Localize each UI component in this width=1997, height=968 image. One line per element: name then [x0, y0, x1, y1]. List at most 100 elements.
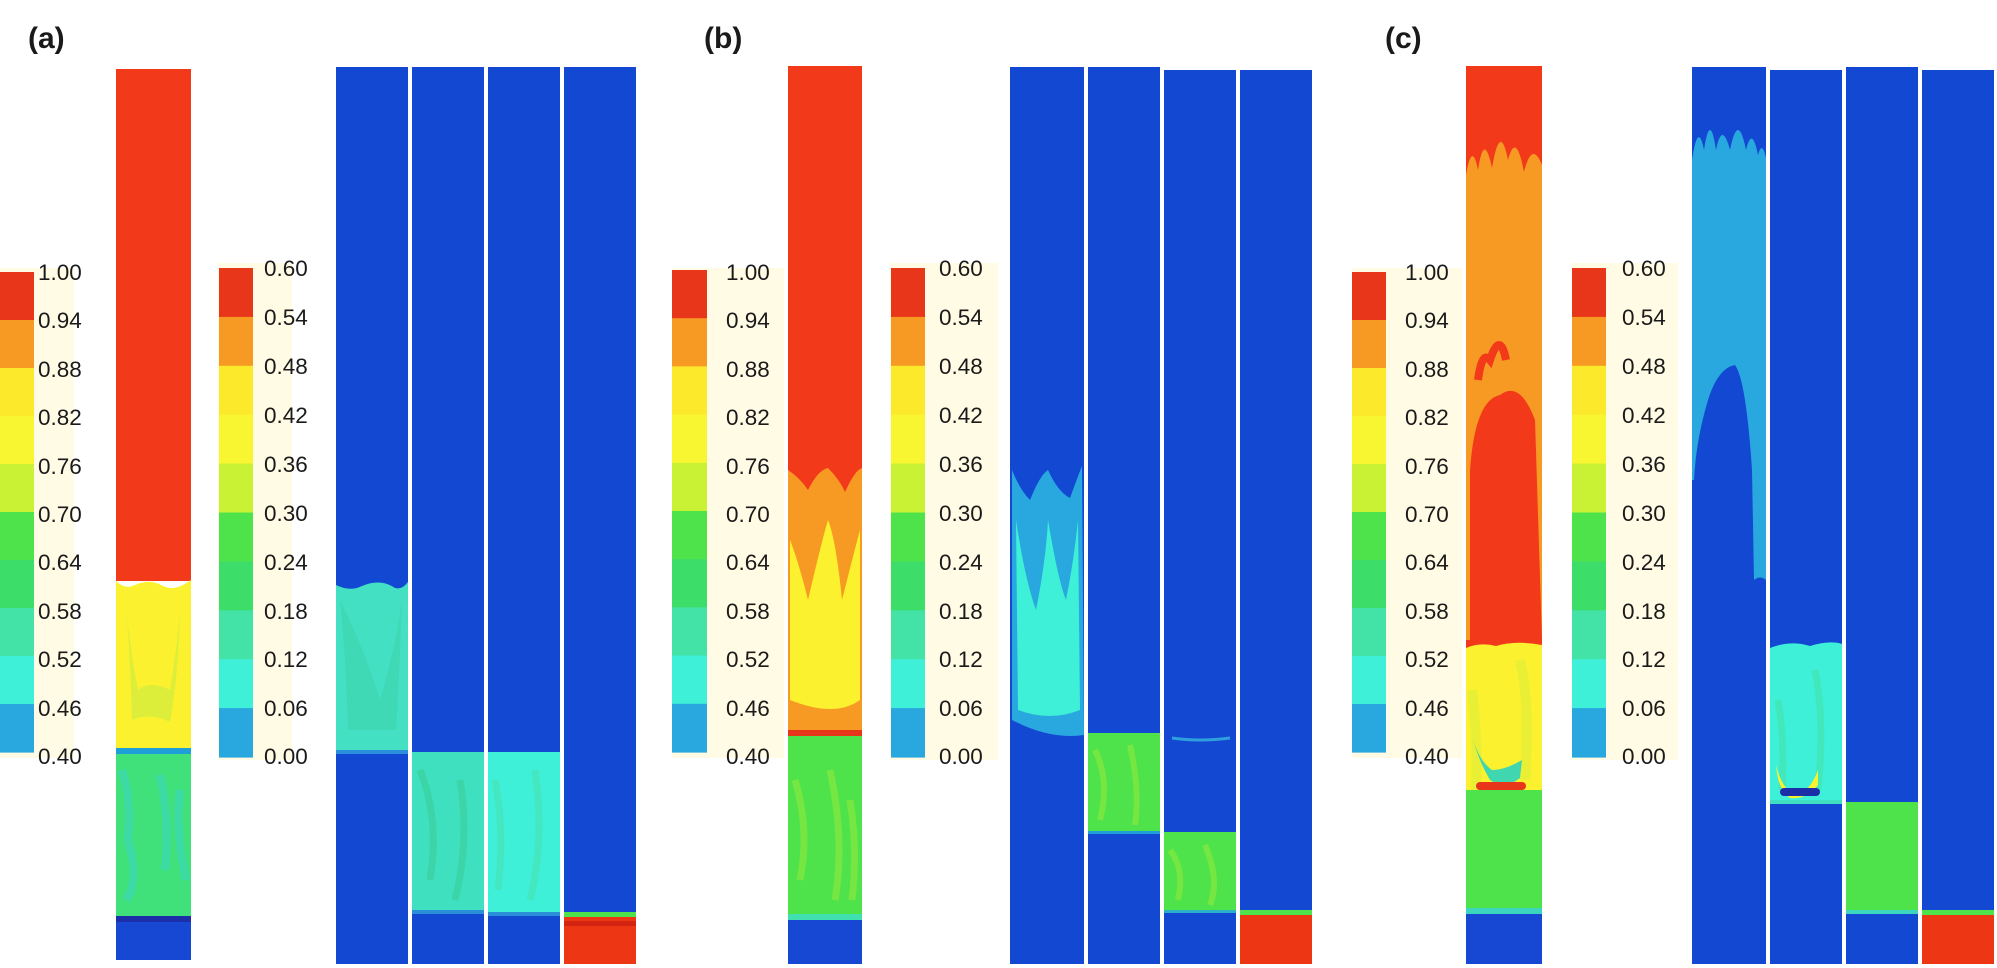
tick-label: 0.76: [726, 454, 770, 479]
tick-label: 0.58: [726, 599, 770, 624]
colorbar-band: [219, 708, 253, 758]
tick-label: 0.42: [264, 403, 308, 428]
colorbar-band: [672, 655, 707, 705]
colorbar-a-column: 1.00 0.94 0.88 0.82 0.76 0.70 0.64 0.58 …: [0, 260, 82, 769]
colorbar-band: [1352, 656, 1386, 705]
tick-label: 0.42: [939, 403, 983, 428]
colorbar-b-tube: 0.60 0.54 0.48 0.42 0.36 0.30 0.24 0.18 …: [890, 256, 998, 769]
colorbar-band: [0, 416, 34, 465]
colorbar-band: [672, 607, 707, 657]
colorbar-band: [891, 268, 925, 318]
colorbar-ticks: 0.60 0.54 0.48 0.42 0.36 0.30 0.24 0.18 …: [1622, 256, 1666, 769]
colorbar-band: [219, 365, 253, 416]
colorbar-band: [672, 414, 707, 464]
tick-label: 0.12: [1622, 647, 1666, 672]
tubes-a: [336, 67, 636, 964]
tick-label: 0.30: [939, 501, 983, 526]
tick-label: 0.64: [38, 550, 82, 575]
colorbar-swatches: [219, 268, 253, 758]
colorbar-band: [0, 704, 34, 753]
colorbar-band: [1572, 463, 1606, 514]
colorbar-ticks: 1.00 0.94 0.88 0.82 0.76 0.70 0.64 0.58 …: [38, 260, 82, 769]
tick-label: 0.60: [264, 256, 308, 281]
colorbar-band: [0, 320, 34, 369]
tick-label: 0.54: [1622, 305, 1666, 330]
tick-label: 0.58: [1405, 599, 1449, 624]
panel-b: (b) 1.00 0.94 0.88 0.82 0.76 0.70 0.64 0…: [672, 22, 1312, 964]
colorbar-band: [1572, 610, 1606, 660]
colorbar-band: [891, 708, 925, 758]
colorbar-band: [672, 366, 707, 416]
tick-label: 0.36: [1622, 452, 1666, 477]
colorbar-band: [891, 659, 925, 709]
tick-label: 0.46: [38, 696, 82, 721]
colorbar-swatches: [1572, 268, 1606, 758]
colorbar-band: [1572, 268, 1606, 318]
tick-label: 0.94: [1405, 308, 1449, 333]
colorbar-band: [672, 703, 707, 753]
tick-label: 0.70: [1405, 502, 1449, 527]
colorbar-b-column: 1.00 0.94 0.88 0.82 0.76 0.70 0.64 0.58 …: [672, 260, 784, 769]
tick-label: 0.48: [939, 354, 983, 379]
colorbar-band: [0, 608, 34, 657]
colorbar-band: [672, 462, 707, 512]
colorbar-band: [1572, 659, 1606, 709]
colorbar-band: [1352, 272, 1386, 321]
colorbar-ticks: 1.00 0.94 0.88 0.82 0.76 0.70 0.64 0.58 …: [726, 260, 770, 769]
colorbar-band: [0, 464, 34, 513]
tick-label: 0.18: [1622, 599, 1666, 624]
colorbar-band: [891, 512, 925, 562]
colorbar-band: [1352, 608, 1386, 657]
tick-label: 0.82: [726, 405, 770, 430]
colorbar-band: [891, 365, 925, 416]
colorbar-band: [1352, 704, 1386, 753]
colorbar-band: [219, 610, 253, 660]
colorbar-band: [1572, 414, 1606, 465]
tick-label: 0.40: [1405, 744, 1449, 769]
tick-label: 0.88: [38, 357, 82, 382]
tick-label: 0.58: [38, 599, 82, 624]
colorbar-band: [891, 463, 925, 514]
tick-label: 0.70: [726, 502, 770, 527]
tick-label: 0.52: [38, 647, 82, 672]
tick-label: 0.94: [726, 308, 770, 333]
colorbar-band: [891, 316, 925, 367]
tick-label: 0.40: [726, 744, 770, 769]
tick-label: 0.76: [1405, 454, 1449, 479]
tick-label: 0.76: [38, 454, 82, 479]
tick-label: 0.06: [939, 696, 983, 721]
panel-label-c: (c): [1385, 22, 1422, 55]
colorbar-swatches: [891, 268, 925, 758]
colorbar-ticks: 0.60 0.54 0.48 0.42 0.36 0.30 0.24 0.18 …: [264, 256, 308, 769]
colorbar-band: [1352, 368, 1386, 417]
colorbar-band: [219, 512, 253, 562]
colorbar-band: [1572, 365, 1606, 416]
tick-label: 0.64: [726, 550, 770, 575]
colorbar-band: [1572, 512, 1606, 562]
column-a: [116, 69, 191, 960]
tube-4: [1922, 70, 1994, 964]
tick-label: 0.88: [726, 357, 770, 382]
tick-label: 0.18: [939, 599, 983, 624]
colorbar-swatches: [0, 272, 34, 753]
tubes-b: [1010, 67, 1312, 964]
colorbar-band: [219, 414, 253, 465]
tick-label: 0.54: [264, 305, 308, 330]
colorbar-band: [672, 511, 707, 560]
colorbar-band: [1352, 512, 1386, 561]
tick-label: 0.00: [1622, 744, 1666, 769]
tick-label: 0.30: [264, 501, 308, 526]
colorbar-band: [1572, 561, 1606, 611]
tube-4: [564, 67, 636, 964]
colorbar-band: [891, 610, 925, 660]
colorbar-band: [1572, 708, 1606, 758]
tick-label: 0.48: [1622, 354, 1666, 379]
tick-label: 1.00: [726, 260, 770, 285]
tick-label: 0.70: [38, 502, 82, 527]
panel-label-a: (a): [28, 22, 65, 55]
colorbar-band: [1572, 316, 1606, 367]
tick-label: 0.88: [1405, 357, 1449, 382]
tick-label: 0.24: [1622, 550, 1666, 575]
colorbar-band: [1352, 464, 1386, 513]
